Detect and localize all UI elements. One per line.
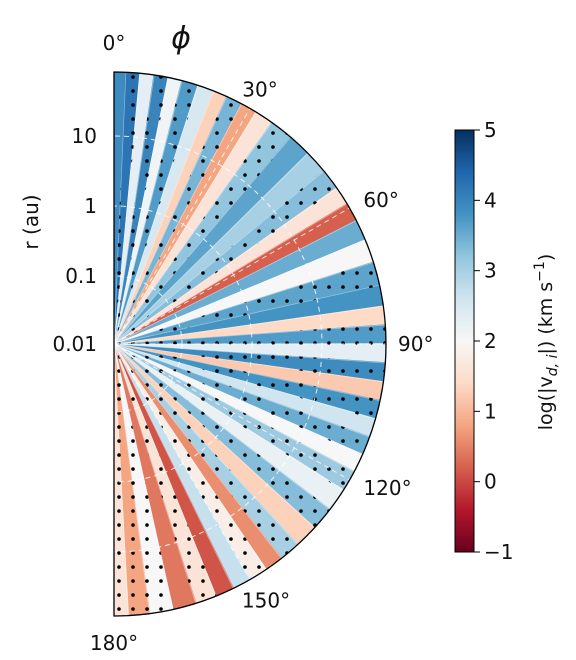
phi-gridline [114, 343, 350, 481]
velocity-ray [114, 98, 260, 344]
r-axis-ticks: 10 1 0.1 0.01 [52, 124, 97, 356]
stipple-region [114, 344, 386, 422]
phi-gridline [114, 343, 251, 580]
ray-edge [114, 239, 366, 345]
stipple-region [114, 117, 296, 344]
colorbar-tick-label: 3 [484, 259, 497, 283]
phi-tick-label: 30° [242, 78, 277, 102]
phi-tick-label: 0° [103, 31, 126, 55]
velocity-ray [114, 344, 369, 476]
velocity-ray [114, 79, 217, 344]
velocity-ray [114, 85, 230, 344]
colorbar-tick-label: 4 [484, 188, 497, 212]
velocity-ray [114, 344, 320, 550]
r-tick-label: 0.1 [65, 264, 97, 288]
stipple-region [114, 344, 271, 586]
phi-tick-label: 60° [363, 188, 398, 212]
colorbar-tick-label: −1 [484, 540, 513, 564]
colorbar-tick-label: 0 [484, 470, 497, 494]
phi-tick-label: 120° [363, 476, 411, 500]
ray-edge [114, 111, 257, 345]
polar-gridlines [114, 108, 386, 580]
stipple-region [114, 323, 386, 345]
r-tick-label: 1 [84, 194, 97, 218]
r-tick-label: 0.01 [52, 332, 97, 356]
stipple-region [114, 72, 142, 344]
stipple-region [114, 344, 219, 610]
stipple-region [114, 344, 175, 616]
velocity-ray [114, 344, 382, 440]
stipple-region [114, 344, 152, 616]
stipple-dots [114, 72, 386, 616]
stipple-region [114, 90, 246, 344]
plot-title: ϕ [171, 21, 191, 56]
velocity-ray [114, 344, 349, 514]
stipple-region [114, 259, 386, 344]
stipple-region [114, 344, 386, 384]
velocity-ray [114, 217, 372, 344]
stipple-region [114, 344, 335, 533]
stipple-region [114, 74, 201, 345]
phi-tick-label: 90° [398, 332, 433, 356]
stipple-region [114, 72, 171, 344]
ray-edge [114, 90, 215, 345]
velocity-ray [114, 344, 286, 575]
stipple-region [114, 344, 360, 494]
stipple-region [114, 344, 376, 458]
velocity-ray [114, 344, 237, 603]
phi-tick-label: 150° [242, 588, 290, 612]
ray-edge [114, 153, 309, 345]
colorbar-ticks: 5 4 3 2 1 0 −1 [474, 118, 513, 564]
stipple-region [114, 344, 303, 564]
colorbar-tick-label: 1 [484, 399, 497, 423]
phi-tick-label: 180° [90, 631, 138, 655]
velocity-ray [114, 344, 199, 616]
colorbar-tick-label: 2 [484, 329, 497, 353]
ray-edge [114, 343, 234, 589]
velocity-ray [114, 183, 353, 344]
phi-gridline [114, 108, 251, 345]
stipple-region [114, 166, 343, 344]
colorbar-tick-label: 5 [484, 118, 497, 142]
ray-edge [114, 305, 384, 345]
velocity-ray [114, 132, 313, 344]
ray-edge [114, 203, 348, 345]
colorbar-gradient [454, 129, 475, 553]
phi-axis-ticks: 0° 30° 60° 90° 120° 150° 180° [90, 31, 434, 655]
velocity-ray [114, 106, 277, 344]
polar-plot-area [114, 72, 386, 616]
ray-edge [114, 220, 357, 345]
velocity-ray [114, 344, 254, 595]
velocity-ray [114, 200, 363, 344]
colorbar-label: log(|vd, i|) (km s−1) [532, 254, 561, 431]
velocity-ray [114, 148, 329, 344]
r-axis-label: r (au) [19, 194, 43, 249]
r-tick-label: 10 [72, 124, 97, 148]
colorbar: 5 4 3 2 1 0 −1 log(|vd, i|) (km s−1) [454, 118, 561, 564]
velocity-ray [114, 236, 380, 344]
stipple-region [114, 344, 130, 616]
velocity-ray [114, 304, 386, 344]
plot-boundary [113, 71, 387, 617]
phi-gridline [114, 207, 350, 345]
